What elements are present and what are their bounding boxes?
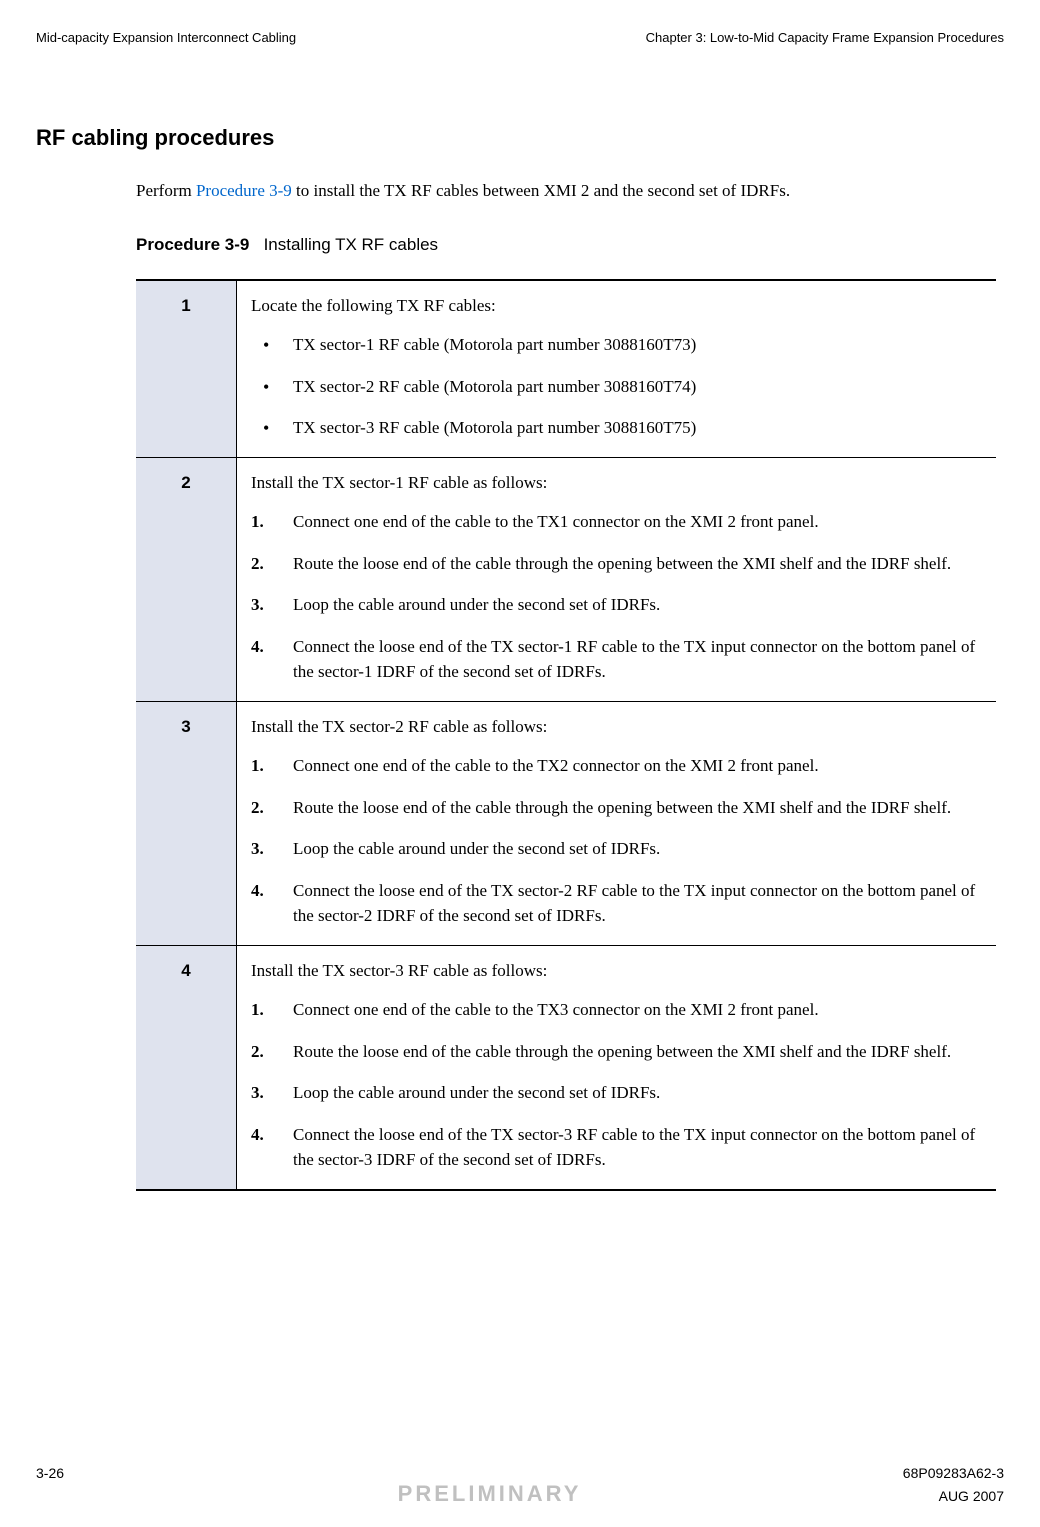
- intro-prefix: Perform: [136, 181, 196, 200]
- procedure-number: Procedure 3-9: [136, 235, 249, 254]
- step-body: Locate the following TX RF cables: TX se…: [237, 280, 997, 458]
- step-lead: Install the TX sector-3 RF cable as foll…: [251, 958, 982, 984]
- footer-doc-number: 68P09283A62-3: [903, 1465, 1004, 1481]
- list-item: Loop the cable around under the second s…: [251, 836, 982, 862]
- list-item: Connect one end of the cable to the TX1 …: [251, 509, 982, 535]
- footer-page-number: 3-26: [36, 1465, 64, 1481]
- list-item: Connect the loose end of the TX sector-1…: [251, 634, 982, 685]
- table-row: 2 Install the TX sector-1 RF cable as fo…: [136, 457, 996, 701]
- list-item: Connect the loose end of the TX sector-2…: [251, 878, 982, 929]
- step-lead: Install the TX sector-2 RF cable as foll…: [251, 714, 982, 740]
- list-item: Loop the cable around under the second s…: [251, 592, 982, 618]
- intro-suffix: to install the TX RF cables between XMI …: [292, 181, 790, 200]
- step-number: 3: [136, 701, 237, 945]
- substep-list: Connect one end of the cable to the TX3 …: [251, 997, 982, 1173]
- list-item: Connect the loose end of the TX sector-3…: [251, 1122, 982, 1173]
- step-lead: Locate the following TX RF cables:: [251, 293, 982, 319]
- step-body: Install the TX sector-3 RF cable as foll…: [237, 945, 997, 1190]
- list-item: Route the loose end of the cable through…: [251, 795, 982, 821]
- footer-date: AUG 2007: [939, 1488, 1004, 1504]
- header-left: Mid-capacity Expansion Interconnect Cabl…: [36, 30, 296, 45]
- list-item: Connect one end of the cable to the TX3 …: [251, 997, 982, 1023]
- list-item: TX sector-3 RF cable (Motorola part numb…: [251, 415, 982, 441]
- procedure-link[interactable]: Procedure 3-9: [196, 181, 292, 200]
- list-item: Route the loose end of the cable through…: [251, 551, 982, 577]
- procedure-table: 1 Locate the following TX RF cables: TX …: [136, 279, 996, 1191]
- substep-list: Connect one end of the cable to the TX2 …: [251, 753, 982, 929]
- list-item: Loop the cable around under the second s…: [251, 1080, 982, 1106]
- step-number: 2: [136, 457, 237, 701]
- list-item: Connect one end of the cable to the TX2 …: [251, 753, 982, 779]
- procedure-title: Installing TX RF cables: [264, 235, 438, 254]
- table-row: 1 Locate the following TX RF cables: TX …: [136, 280, 996, 458]
- list-item: TX sector-2 RF cable (Motorola part numb…: [251, 374, 982, 400]
- table-row: 4 Install the TX sector-3 RF cable as fo…: [136, 945, 996, 1190]
- list-item: TX sector-1 RF cable (Motorola part numb…: [251, 332, 982, 358]
- section-title: RF cabling procedures: [36, 125, 1004, 151]
- footer-spacer: [36, 1488, 40, 1506]
- step-number: 4: [136, 945, 237, 1190]
- table-row: 3 Install the TX sector-2 RF cable as fo…: [136, 701, 996, 945]
- step-number: 1: [136, 280, 237, 458]
- step-body: Install the TX sector-2 RF cable as foll…: [237, 701, 997, 945]
- header-right: Chapter 3: Low-to-Mid Capacity Frame Exp…: [646, 30, 1004, 45]
- procedure-label: Procedure 3-9 Installing TX RF cables: [136, 235, 1004, 255]
- footer-watermark: PRELIMINARY: [398, 1481, 582, 1507]
- page-header: Mid-capacity Expansion Interconnect Cabl…: [36, 30, 1004, 45]
- step-lead: Install the TX sector-1 RF cable as foll…: [251, 470, 982, 496]
- step-body: Install the TX sector-1 RF cable as foll…: [237, 457, 997, 701]
- bullet-list: TX sector-1 RF cable (Motorola part numb…: [251, 332, 982, 441]
- intro-paragraph: Perform Procedure 3-9 to install the TX …: [136, 179, 1004, 203]
- list-item: Route the loose end of the cable through…: [251, 1039, 982, 1065]
- page-footer: 3-26 68P09283A62-3 PRELIMINARY AUG 2007: [36, 1465, 1004, 1507]
- substep-list: Connect one end of the cable to the TX1 …: [251, 509, 982, 685]
